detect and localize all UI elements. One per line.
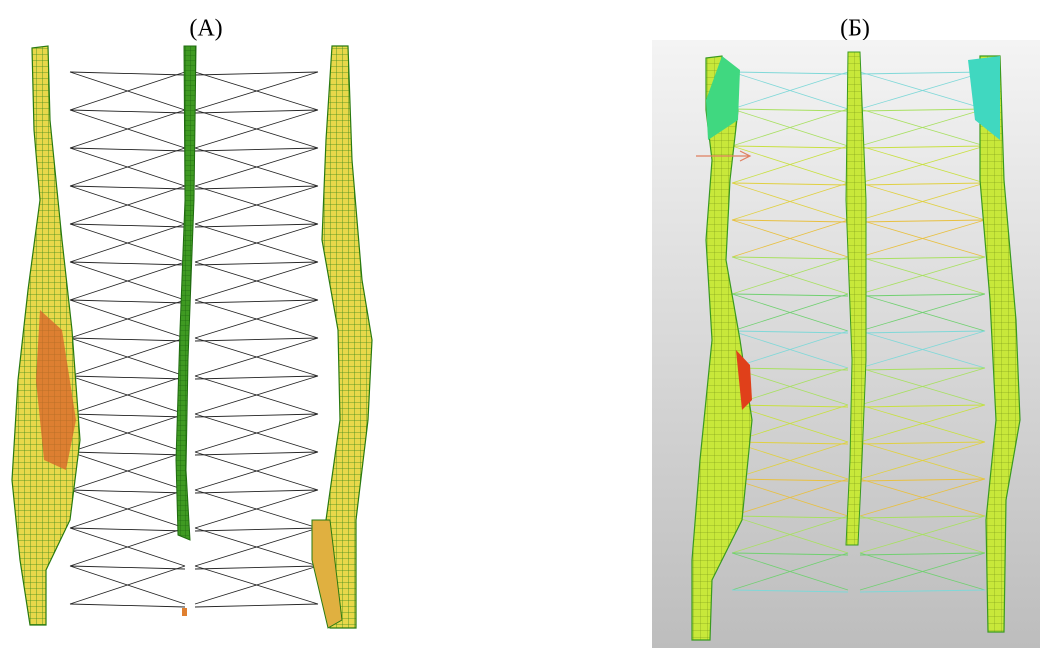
truss-member — [195, 414, 318, 417]
truss-member — [70, 414, 185, 417]
truss-member — [195, 452, 318, 455]
truss-member — [70, 72, 185, 75]
truss-member — [195, 338, 318, 341]
truss-member — [195, 528, 318, 531]
truss-member — [195, 72, 318, 75]
truss-member — [195, 186, 318, 189]
truss-member — [195, 262, 318, 265]
center-beam — [176, 46, 196, 540]
truss-member — [70, 110, 185, 113]
truss-member — [70, 528, 185, 531]
truss-member — [70, 338, 185, 341]
truss-member — [70, 452, 185, 455]
truss-member — [70, 224, 185, 227]
truss-member — [70, 604, 185, 607]
truss-member — [195, 376, 318, 379]
truss-member — [70, 490, 185, 493]
truss-member — [195, 300, 318, 303]
truss-member — [70, 186, 185, 189]
truss-member — [195, 110, 318, 113]
truss-member — [70, 148, 185, 151]
truss-member — [195, 604, 318, 607]
panel-label: (А) — [189, 16, 222, 42]
support-marker — [182, 608, 187, 616]
truss-member — [70, 376, 185, 379]
truss-member — [195, 224, 318, 227]
truss-member — [195, 566, 318, 569]
panel-label: (Б) — [840, 16, 870, 42]
truss-member — [195, 490, 318, 493]
truss-member — [195, 148, 318, 151]
truss-member — [70, 566, 185, 569]
panel-a — [12, 46, 372, 628]
truss-member — [70, 300, 185, 303]
truss-member — [70, 262, 185, 265]
figure: (А) (Б) — [0, 0, 1049, 651]
